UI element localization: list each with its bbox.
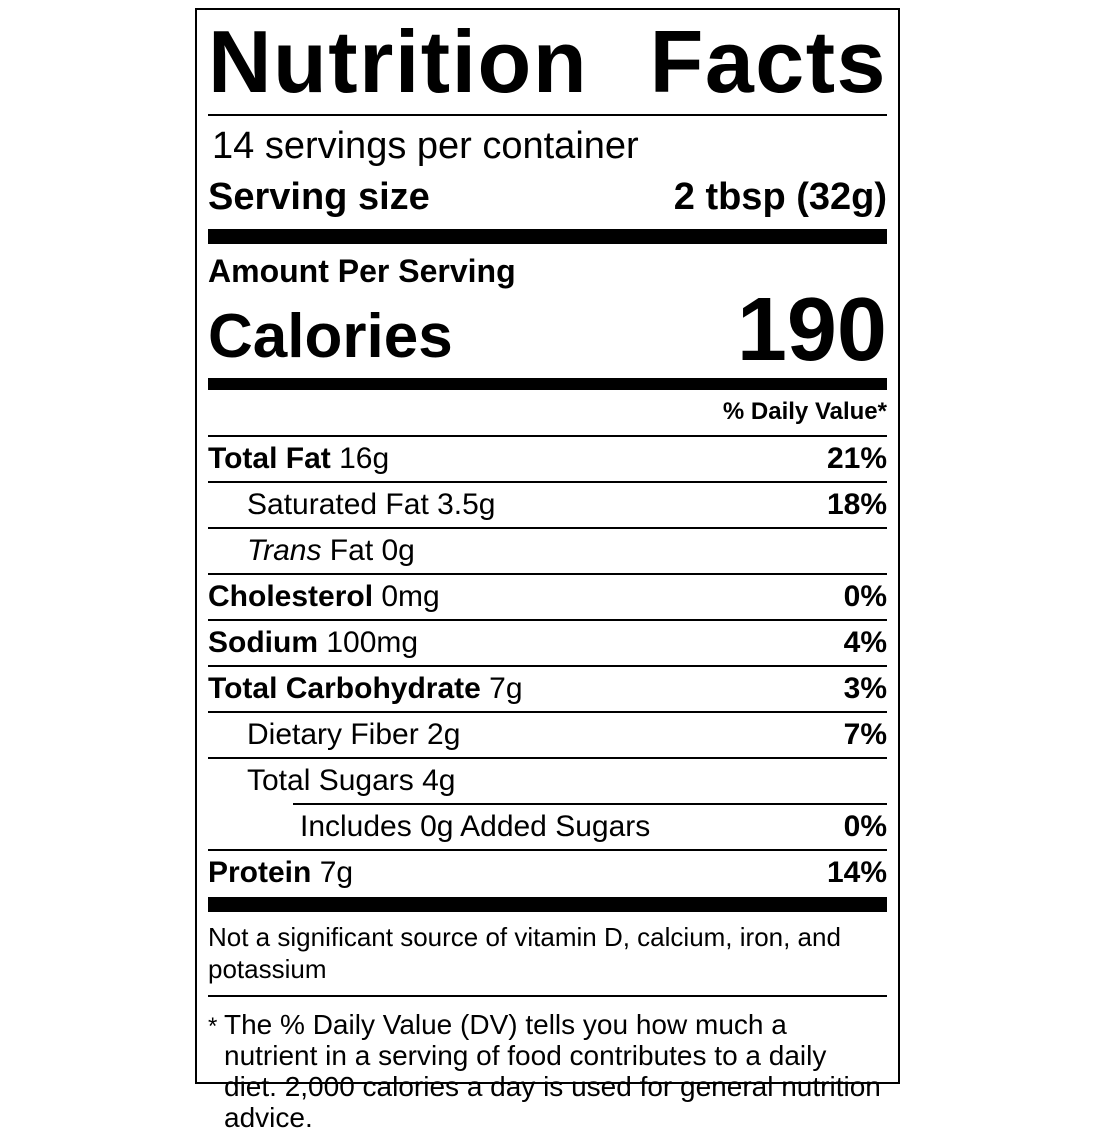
servings-per-container: 14 servings per container [212, 125, 639, 167]
separator [208, 665, 887, 667]
nutrient-amount: Includes 0g Added Sugars [300, 810, 651, 843]
separator [208, 757, 887, 759]
nutrient-amount: 7g [480, 672, 523, 705]
nutrient-name: Sodium 100mg [208, 627, 418, 658]
footnote-separator [208, 995, 887, 997]
daily-value-percent: 3% [843, 672, 887, 705]
nutrient-amount: 7g [311, 856, 354, 889]
calories-label: Calories [208, 302, 453, 371]
daily-value-percent: 0% [843, 810, 887, 843]
nutrient-name-bold: Protein [208, 856, 312, 889]
daily-value-percent: 21% [826, 442, 887, 475]
nutrient-name-bold: Cholesterol [208, 580, 374, 613]
nutrient-row-saturated-fat: Saturated Fat 3.5g 18% [208, 483, 887, 527]
nutrient-amount: Dietary Fiber 2g [247, 718, 461, 751]
nutrient-name: Total Sugars 4g [247, 765, 455, 796]
nutrient-amount: 16g [330, 442, 390, 475]
serving-size-row: Serving size 2 tbsp (32g) [208, 168, 887, 220]
daily-value-percent: 0% [843, 580, 887, 613]
separator [208, 619, 887, 621]
serving-size-value: 2 tbsp (32g) [673, 176, 887, 218]
nutrient-amount: Total Sugars 4g [247, 764, 456, 797]
daily-value-percent: 14% [826, 856, 887, 889]
title-word-nutrition: Nutrition [208, 12, 589, 111]
separator [208, 573, 887, 575]
nutrient-amount: Fat 0g [321, 534, 415, 567]
nutrient-name: Cholesterol 0mg [208, 581, 440, 612]
nutrient-name: Includes 0g Added Sugars [300, 811, 650, 842]
nutrient-row-sodium: Sodium 100mg 4% [208, 621, 887, 665]
nutrient-row-protein: Protein 7g 14% [208, 851, 887, 895]
daily-value-footnote: * The % Daily Value (DV) tells you how m… [208, 997, 887, 1133]
nutrient-name-bold: Sodium [208, 626, 318, 659]
separator [208, 481, 887, 483]
nutrient-row-added-sugars: Includes 0g Added Sugars 0% [208, 805, 887, 849]
nutrient-amount: Saturated Fat 3.5g [247, 488, 496, 521]
nutrition-facts-label: Nutrition Facts 14 servings per containe… [195, 8, 900, 1133]
nutrient-amount: 0mg [373, 580, 440, 613]
separator-indented [293, 803, 887, 805]
nutrient-name: Saturated Fat 3.5g [247, 489, 496, 520]
divider-medium [208, 378, 887, 390]
separator [208, 711, 887, 713]
separator [208, 849, 887, 851]
serving-size-label: Serving size [208, 176, 430, 218]
insignificant-sources-note: Not a significant source of vitamin D, c… [208, 922, 841, 984]
nutrient-row-cholesterol: Cholesterol 0mg 0% [208, 575, 887, 619]
nutrient-name-italic: Trans [247, 534, 322, 567]
footnote-asterisk: * [208, 1013, 218, 1040]
amount-per-serving-label: Amount Per Serving [208, 253, 516, 289]
calories-row: Calories 190 [208, 280, 887, 380]
daily-value-percent: 4% [843, 626, 887, 659]
daily-value-percent: 7% [843, 718, 887, 751]
nutrient-name: Trans Fat 0g [247, 535, 415, 566]
nutrient-amount: 100mg [318, 626, 419, 659]
separator [208, 527, 887, 529]
nutrient-row-total-fat: Total Fat 16g 21% [208, 437, 887, 481]
nutrient-name: Dietary Fiber 2g [247, 719, 460, 750]
daily-value-percent: 18% [826, 488, 887, 521]
title-word-facts: Facts [649, 12, 887, 111]
divider-thick [208, 897, 887, 912]
nutrient-name: Total Carbohydrate 7g [208, 673, 523, 704]
calories-value: 190 [736, 280, 887, 380]
nutrient-name: Total Fat 16g [208, 443, 389, 474]
daily-value-header: % Daily Value* [208, 390, 887, 437]
nutrient-row-dietary-fiber: Dietary Fiber 2g 7% [208, 713, 887, 757]
label-title: Nutrition Facts [208, 10, 887, 116]
nutrient-name-bold: Total Carbohydrate [208, 672, 481, 705]
nutrient-row-total-sugars: Total Sugars 4g [208, 759, 887, 803]
divider-thick [208, 229, 887, 244]
nutrient-row-total-carbohydrate: Total Carbohydrate 7g 3% [208, 667, 887, 711]
footnote-text: The % Daily Value (DV) tells you how muc… [224, 1009, 881, 1133]
nutrient-row-trans-fat: Trans Fat 0g [208, 529, 887, 573]
nutrient-name: Protein 7g [208, 857, 353, 888]
nutrient-name-bold: Total Fat [208, 442, 331, 475]
